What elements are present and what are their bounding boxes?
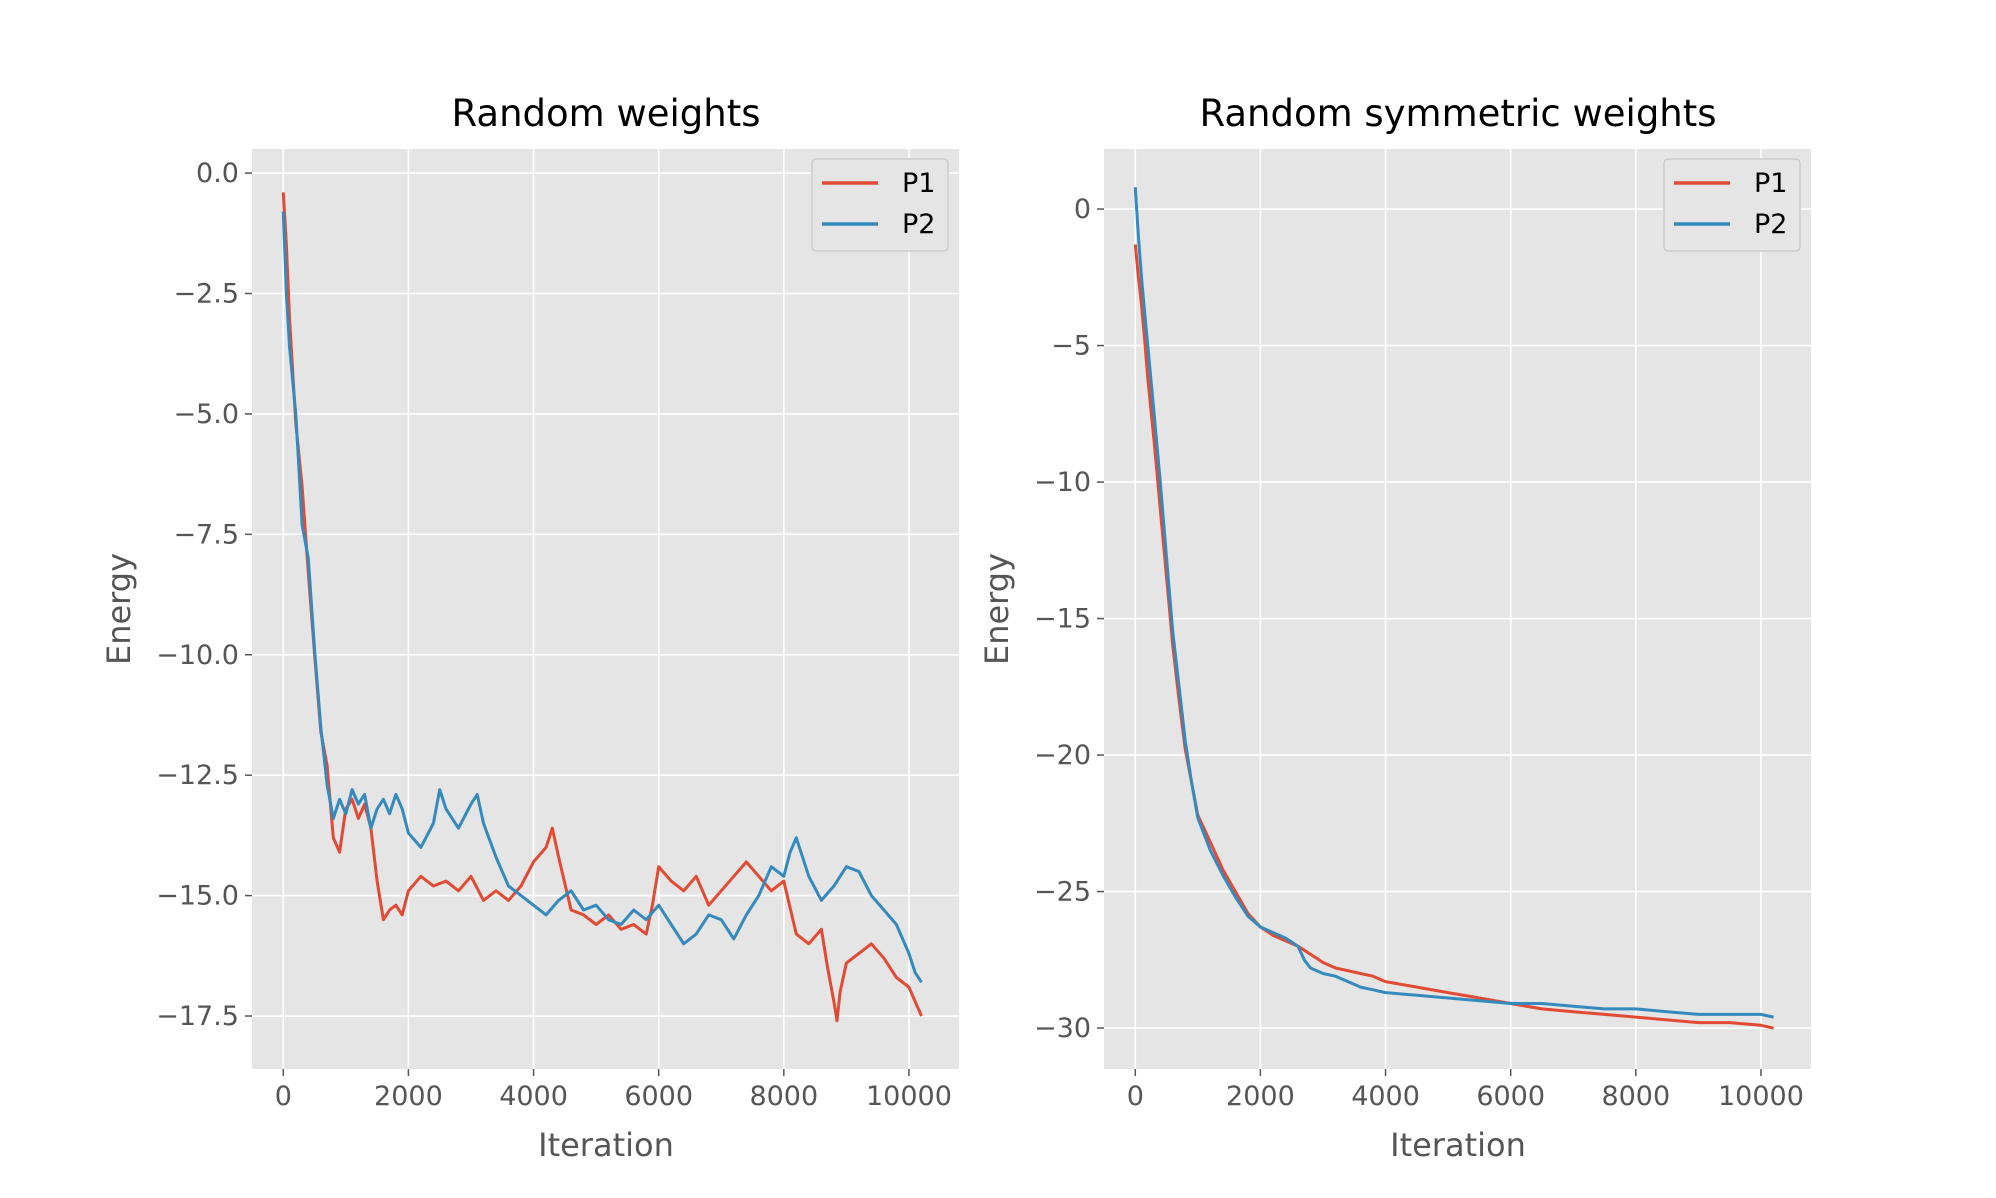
tick-labels: 0 2000 4000 6000 8000 10000 0 −5 −10 −15 −20 −25 −30: [1034, 194, 1804, 1112]
legend: P1 P2: [1663, 158, 1801, 252]
legend-label-p2: P2: [902, 209, 935, 240]
x-tick-label: 8000: [1601, 1081, 1670, 1112]
series-line-p2: [1133, 187, 1774, 1019]
gridlines: [1104, 149, 1811, 1069]
x-tick-label: 10000: [1718, 1081, 1804, 1112]
x-tick-label: 6000: [624, 1081, 693, 1112]
y-tick-label: −20: [1034, 740, 1091, 771]
legend: P1 P2: [811, 158, 949, 252]
gridlines: [252, 149, 959, 1069]
chart-title: Random symmetric weights: [1199, 92, 1716, 135]
y-tick-label: 0.0: [196, 158, 239, 189]
y-tick-label: −5: [1051, 331, 1091, 362]
x-axis-label: Iteration: [1390, 1126, 1526, 1164]
tick-labels: 0 2000 4000 6000 8000 10000 0.0 −2.5 −5.0 −7.5 −10…: [156, 158, 952, 1112]
y-tick-label: −17.5: [156, 1001, 239, 1032]
y-axis-label: Energy: [100, 553, 138, 665]
x-axis-label: Iteration: [538, 1126, 674, 1164]
x-tick-label: 2000: [374, 1081, 443, 1112]
x-tick-label: 4000: [499, 1081, 568, 1112]
x-tick-label: 8000: [749, 1081, 818, 1112]
y-tick-label: −7.5: [173, 519, 239, 550]
y-tick-label: −15.0: [156, 881, 239, 912]
series-lines: [1133, 187, 1774, 1030]
y-tick-label: −12.5: [156, 760, 239, 791]
y-tick-label: −5.0: [173, 399, 239, 430]
legend-label-p2: P2: [1754, 209, 1787, 240]
legend-label-p1: P1: [902, 168, 935, 199]
y-axis-label: Energy: [978, 553, 1016, 665]
x-tick-label: 0: [1127, 1081, 1144, 1112]
chart-title: Random weights: [452, 92, 761, 135]
chart-random-symmetric-weights: 0 2000 4000 6000 8000 10000 0 −5 −10 −15 −20 −25 −30…: [978, 92, 1811, 1164]
x-tick-label: 10000: [866, 1081, 952, 1112]
y-tick-label: −10.0: [156, 640, 239, 671]
plot-background: [1104, 149, 1811, 1069]
y-tick-label: −25: [1034, 877, 1091, 908]
series-lines: [281, 192, 923, 1023]
plot-background: [252, 149, 959, 1069]
y-tick-label: −10: [1034, 467, 1091, 498]
chart-random-weights: 0 2000 4000 6000 8000 10000 0.0 −2.5 −5.0 −7.5 −10…: [100, 92, 959, 1164]
y-tick-label: 0: [1074, 194, 1091, 225]
y-tick-label: −2.5: [173, 279, 239, 310]
x-tick-label: 2000: [1226, 1081, 1295, 1112]
series-line-p2: [281, 211, 923, 984]
x-tick-label: 4000: [1351, 1081, 1420, 1112]
x-tick-label: 6000: [1476, 1081, 1545, 1112]
y-tick-label: −15: [1034, 604, 1091, 635]
x-tick-label: 0: [275, 1081, 292, 1112]
y-tick-label: −30: [1034, 1013, 1091, 1044]
legend-label-p1: P1: [1754, 168, 1787, 199]
